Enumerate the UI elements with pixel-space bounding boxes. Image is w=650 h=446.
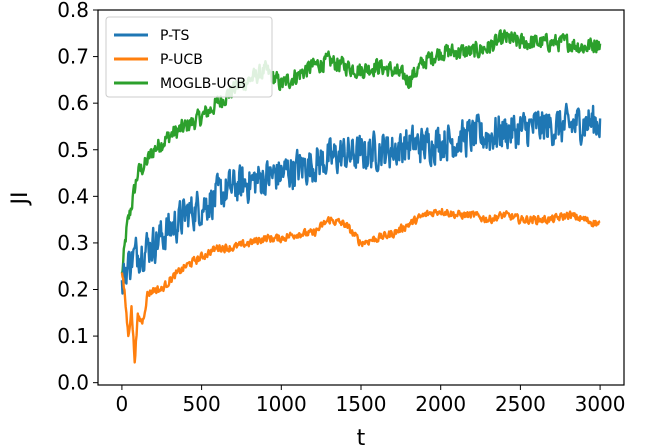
y-tick-label: 0.0 [57,371,89,395]
y-tick-label: 0.4 [57,184,89,208]
legend-label: P-TS [160,28,189,44]
y-tick-label: 0.1 [57,324,89,348]
series-line-p-ts [120,102,602,295]
x-tick-label: 2000 [415,392,466,416]
x-tick-label: 3000 [575,392,626,416]
y-tick-label: 0.6 [57,91,89,115]
legend-label: MOGLB-UCB [160,76,246,92]
y-tick-label: 0.7 [57,45,89,69]
legend: P-TS P-UCB MOGLB-UCB [105,16,273,98]
y-tick-label: 0.3 [57,231,89,255]
series-line-p-ucb [120,207,601,364]
x-tick-label: 2500 [495,392,546,416]
x-tick-label: 1500 [336,392,387,416]
legend-items: P-TS P-UCB MOGLB-UCB [114,28,246,92]
x-axis-label: t [357,426,366,446]
legend-box [105,16,273,98]
x-tick-label: 1000 [256,392,307,416]
y-tick-label: 0.5 [57,138,89,162]
legend-label: P-UCB [160,52,203,68]
y-tick-label: 0.8 [57,0,89,22]
x-tick-label: 0 [116,392,129,416]
y-axis-label: JI [8,192,33,207]
x-tick-label: 500 [183,392,221,416]
series-layer [120,29,602,364]
series-line-moglb-ucb [120,29,602,274]
ticks-layer: 0 500 1000 1500 2000 2500 3000 0.0 0.1 0.2 0.3 0.4 0… [57,0,625,416]
y-tick-label: 0.2 [57,278,89,302]
